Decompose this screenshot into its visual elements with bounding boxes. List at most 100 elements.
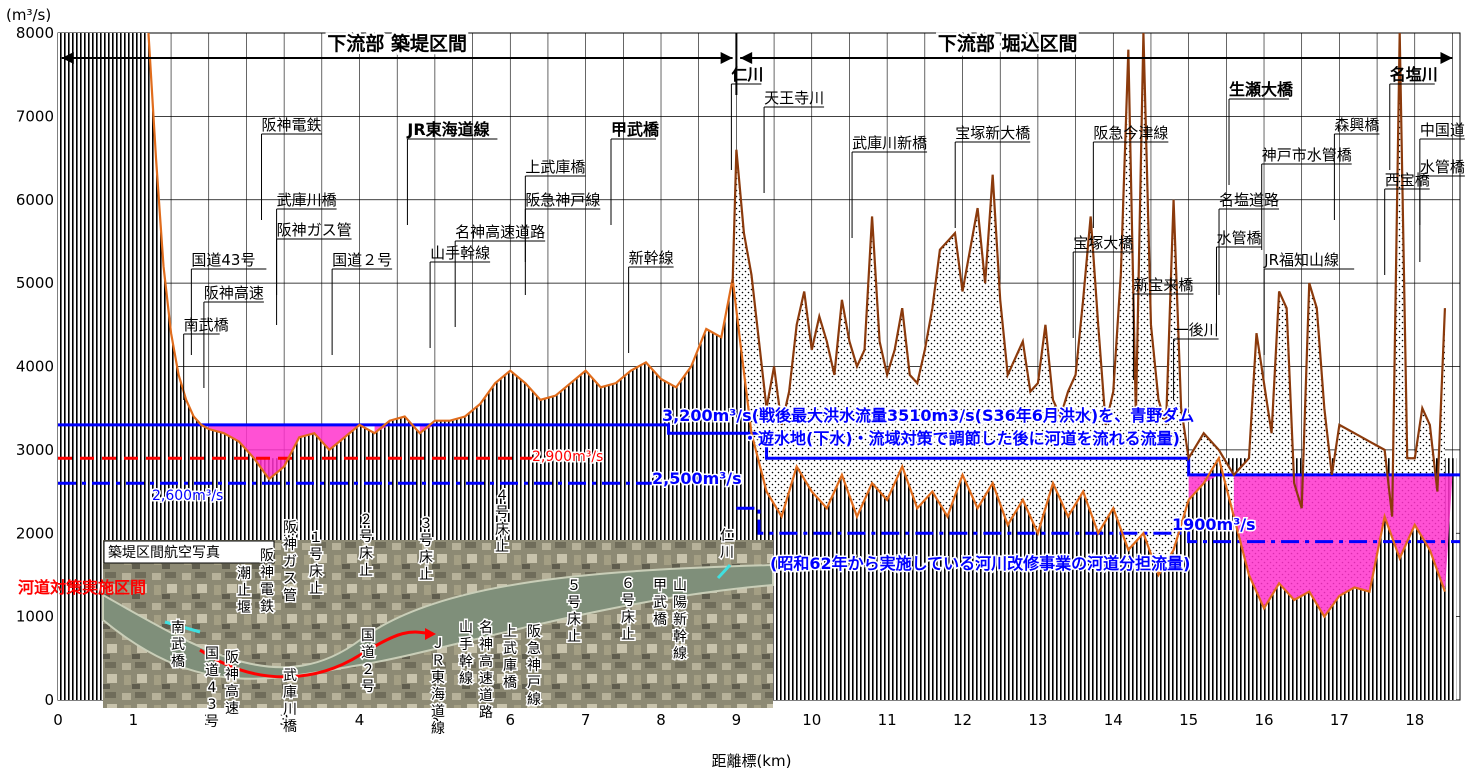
landmark-label: 新宝来橋 — [1133, 276, 1193, 294]
landmark-label: 阪急今津線 — [1093, 124, 1168, 142]
photo-label-char: 国 — [361, 628, 375, 644]
photo-label-char: 道 — [431, 704, 445, 720]
photo-label-char: 道 — [479, 688, 493, 704]
photo-label-char: 号 — [621, 593, 635, 609]
x-tick-label: 8 — [656, 711, 666, 729]
landmark-label: 国道43号 — [191, 251, 255, 269]
photo-label-char: 阪 — [527, 624, 541, 640]
photo-label-char: ２ — [359, 512, 373, 528]
x-tick-label: 14 — [1104, 711, 1123, 729]
photo-label-char: 阪 — [260, 548, 274, 564]
annotation-text: ・遊水地(下水)・流域対策で調節した後に河道を流れる流量) — [742, 429, 1180, 448]
landmark-label: 武庫川橋 — [277, 191, 337, 209]
landmark-label: 水管橋 — [1216, 229, 1261, 247]
annotation-text: 2,500m³/s — [652, 469, 742, 488]
photo-label-char: 川 — [720, 545, 734, 561]
landmark-label: 宝塚新大橋 — [955, 124, 1030, 142]
landmark-label: 中国道 — [1420, 121, 1465, 139]
photo-label-char: 路 — [479, 705, 493, 721]
photo-label: ４号床止 — [495, 488, 509, 555]
landmark-label: 名神高速道路 — [455, 223, 545, 241]
photo-label-char: 号 — [359, 529, 373, 545]
photo-label-char: ２ — [361, 662, 375, 678]
photo-label-char: 線 — [673, 646, 687, 662]
photo-label-char: ６ — [621, 576, 635, 592]
photo-label-char: 橋 — [283, 719, 297, 735]
y-axis-label: (m³/s) — [6, 6, 51, 24]
photo-label-char: 神 — [260, 565, 274, 581]
x-tick-label: 15 — [1179, 711, 1198, 729]
x-tick-label: 11 — [878, 711, 897, 729]
y-tick-label: 4000 — [16, 358, 54, 376]
landmark-label: 宝塚大橋 — [1073, 234, 1133, 252]
landmark-label: 阪神電鉄 — [262, 116, 322, 134]
x-tick-label: 12 — [953, 711, 972, 729]
photo-label-char: 止 — [309, 581, 323, 597]
photo-label-char: 高 — [225, 683, 239, 700]
photo-label-char: 武 — [503, 641, 517, 657]
landmark-label: 神戸市水管橋 — [1262, 146, 1352, 164]
photo-label-char: Ｊ — [431, 636, 445, 652]
photo-label-char: 甲 — [653, 578, 667, 594]
annotation-text: (昭和62年から実施している河川改修事業の河道分担流量) — [770, 554, 1190, 573]
photo-label-char: 電 — [260, 582, 274, 598]
photo-label: 阪神電鉄 — [260, 548, 274, 615]
photo-label-char: 庫 — [283, 684, 297, 701]
photo-label-char: 号 — [567, 595, 581, 611]
landmark-label: 武庫川新橋 — [852, 134, 927, 152]
photo-label-char: 神 — [527, 658, 541, 674]
y-tick-label: 3000 — [16, 441, 54, 459]
x-tick-label: 6 — [505, 711, 515, 729]
photo-label: 名神高速道路 — [479, 620, 493, 721]
photo-label-char: 新 — [673, 612, 687, 628]
photo-label-char: 線 — [459, 671, 473, 687]
photo-label-char: 床 — [567, 612, 581, 628]
photo-label-char: 庫 — [503, 657, 517, 674]
photo-label-char: 号 — [495, 505, 509, 521]
photo-label-char: 名 — [479, 620, 493, 636]
y-tick-label: 7000 — [16, 107, 54, 125]
section-label: 下流部 堀込区間 — [938, 32, 1078, 55]
landmark-label: 水管橋 — [1420, 158, 1465, 176]
landmark-label: 国道２号 — [332, 251, 392, 269]
photo-label: 山陽新幹線 — [673, 578, 687, 662]
y-tick-label: 1000 — [16, 608, 54, 626]
photo-label-char: 止 — [621, 627, 635, 643]
photo-label-char: 陽 — [673, 595, 687, 611]
landmark-label: 仁川 — [731, 65, 763, 84]
photo-label-char: 3 — [208, 697, 217, 713]
x-tick-label: 1 — [129, 711, 139, 729]
landmark-label: 名塩川 — [1390, 65, 1438, 84]
photo-label-char: 神 — [225, 667, 239, 683]
photo-label-char: 阪 — [283, 520, 297, 536]
photo-label-char: 4 — [208, 680, 217, 696]
photo-label-char: 道 — [205, 663, 219, 679]
photo-label-char: ４ — [495, 488, 509, 504]
section-label: 下流部 築堤区間 — [327, 32, 467, 55]
photo-label-char: 潮 — [237, 566, 251, 582]
landmark-label: 天王寺川 — [764, 89, 824, 107]
landmark-label: 生瀬大橋 — [1229, 80, 1294, 99]
photo-label-char: 武 — [283, 668, 297, 684]
photo-label-char: 仁 — [720, 528, 734, 544]
landmark-label: 南武橋 — [184, 316, 229, 334]
photo-label-char: 橋 — [503, 675, 517, 691]
photo-label-char: 上 — [503, 624, 517, 640]
photo-label-char: 国 — [205, 646, 219, 662]
photo-label-char: 床 — [419, 550, 433, 566]
photo-label-char: Ｒ — [431, 653, 445, 669]
x-axis-label: 距離標(km) — [711, 752, 791, 770]
photo-label-char: 高 — [479, 653, 493, 670]
design-flow-label: 2,900m³/s — [532, 449, 603, 465]
landmark-label: 阪急神戸線 — [525, 191, 600, 209]
photo-label-char: 神 — [283, 537, 297, 553]
photo-label-char: 山 — [459, 620, 473, 636]
photo-label-char: 速 — [479, 671, 493, 687]
photo-label-char: 速 — [225, 701, 239, 717]
photo-label-char: 海 — [431, 687, 445, 703]
